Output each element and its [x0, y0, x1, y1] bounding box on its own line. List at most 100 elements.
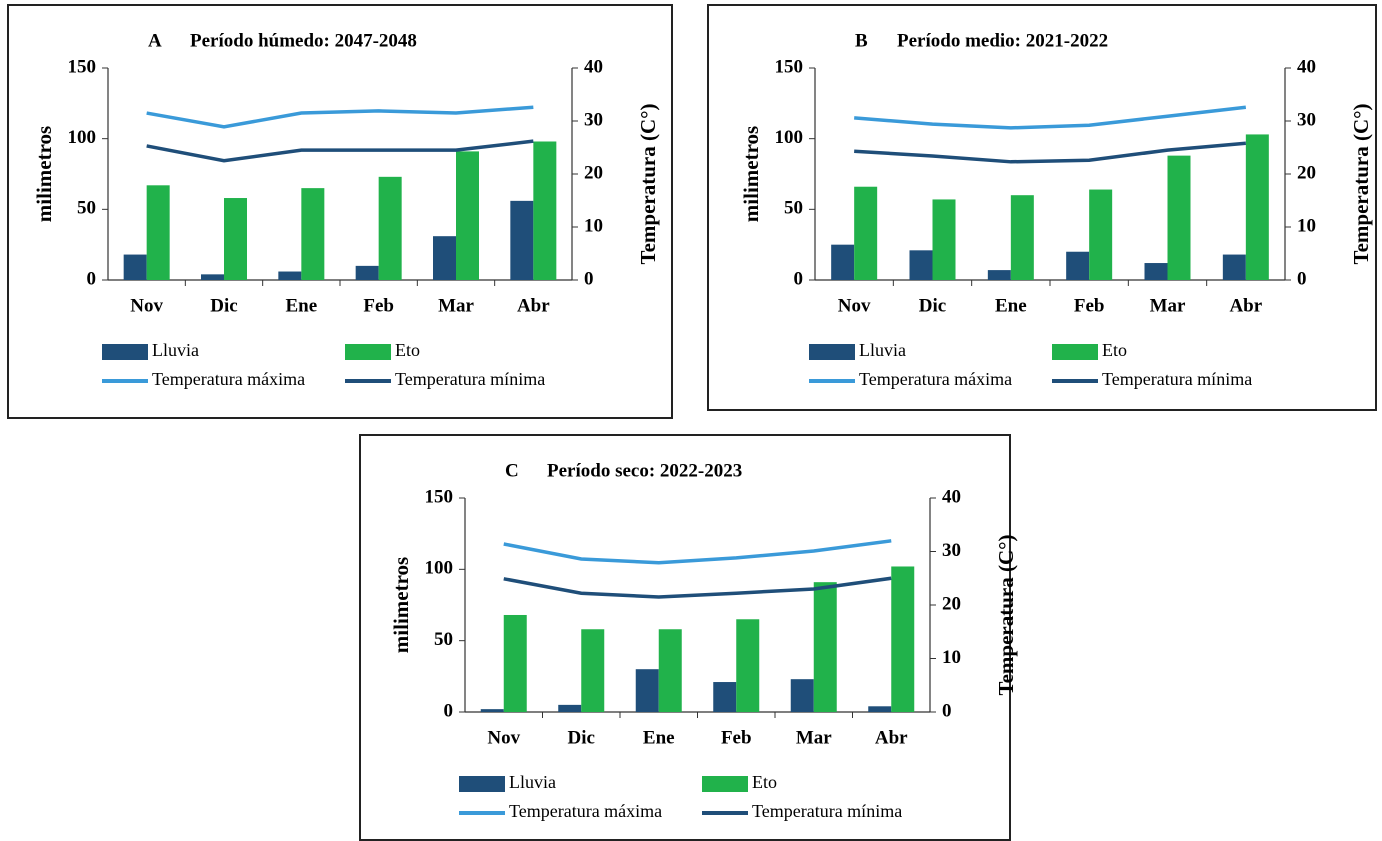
- bar: [1010, 195, 1034, 280]
- line: [503, 576, 892, 599]
- y2-axis-title: Temperatura (C°): [994, 534, 1018, 695]
- x-tick-label: Ene: [285, 295, 317, 316]
- y-tick-label: 100: [775, 127, 804, 148]
- chart-title: Período húmedo: 2047-2048: [190, 30, 417, 51]
- x-tick-label: Mar: [438, 295, 474, 316]
- bar: [301, 188, 325, 280]
- y2-tick-label: 10: [584, 215, 603, 236]
- legend-label: Temperatura máxima: [509, 801, 662, 821]
- line: [503, 539, 892, 565]
- bar: [1089, 189, 1113, 280]
- bar: [987, 270, 1011, 280]
- legend-label: Lluvia: [509, 772, 556, 792]
- chart-title: Período medio: 2021-2022: [897, 30, 1108, 51]
- y2-tick-label: 40: [942, 486, 961, 507]
- panel-label: C: [505, 460, 519, 481]
- y-tick-label: 100: [68, 127, 97, 148]
- panel-frame: [707, 4, 1377, 411]
- y-tick-label: 50: [434, 629, 453, 650]
- y-tick-label: 50: [77, 198, 96, 219]
- y2-tick-label: 0: [942, 700, 952, 721]
- bar: [201, 274, 224, 280]
- x-tick-label: Mar: [1150, 295, 1186, 316]
- chart-panel: A Período húmedo: 2047-2048 milimetros Temp…: [7, 4, 673, 419]
- bar: [533, 141, 557, 280]
- y-axis-title: milimetros: [32, 126, 56, 222]
- bar: [736, 619, 760, 712]
- y2-tick-label: 0: [1297, 268, 1307, 289]
- chart-title: Período seco: 2022-2023: [547, 460, 742, 481]
- x-tick-label: Ene: [995, 295, 1027, 316]
- bar: [868, 706, 892, 712]
- bar: [1245, 134, 1269, 280]
- chart-panel: C Período seco: 2022-2023 milimetros Temper…: [359, 434, 1018, 841]
- y2-tick-label: 10: [1297, 215, 1316, 236]
- bar: [713, 682, 737, 712]
- legend-swatch: [702, 776, 748, 792]
- y2-tick-label: 0: [584, 268, 594, 289]
- legend-label: Lluvia: [152, 340, 199, 360]
- bar: [581, 629, 605, 712]
- y2-axis-title: Temperatura (C°): [1349, 103, 1373, 264]
- legend-label: Eto: [1102, 340, 1127, 360]
- y2-tick-label: 30: [942, 540, 961, 561]
- bar: [635, 669, 659, 712]
- bar: [813, 582, 837, 712]
- bar: [378, 176, 402, 280]
- legend-label: Eto: [395, 340, 420, 360]
- y-tick-label: 150: [68, 56, 97, 77]
- line: [854, 105, 1247, 130]
- y-axis-title: milimetros: [739, 126, 763, 222]
- bar: [1144, 263, 1168, 280]
- panel-label: A: [148, 30, 162, 51]
- y-tick-label: 0: [794, 268, 804, 289]
- x-tick-label: Feb: [721, 727, 752, 748]
- y2-tick-label: 30: [584, 109, 603, 130]
- bar: [790, 679, 814, 712]
- line: [146, 139, 534, 163]
- bar: [932, 199, 956, 280]
- x-tick-label: Mar: [796, 727, 832, 748]
- x-tick-label: Feb: [1074, 295, 1105, 316]
- line: [854, 141, 1246, 164]
- y2-tick-label: 40: [584, 56, 603, 77]
- line: [146, 105, 534, 129]
- legend-label: Eto: [752, 772, 777, 792]
- bar: [480, 709, 504, 712]
- x-tick-label: Nov: [130, 295, 163, 316]
- chart-panel: B Período medio: 2021-2022 milimetros Tempe…: [707, 4, 1377, 411]
- x-tick-label: Abr: [517, 295, 550, 316]
- legend-swatch: [459, 776, 505, 792]
- legend-label: Temperatura máxima: [152, 369, 305, 389]
- legend-swatch: [345, 344, 391, 360]
- bar: [456, 151, 479, 280]
- x-tick-label: Dic: [568, 727, 595, 748]
- y-tick-label: 150: [775, 56, 804, 77]
- y2-axis-title: Temperatura (C°): [636, 103, 660, 264]
- x-tick-label: Dic: [919, 295, 946, 316]
- y2-tick-label: 20: [942, 593, 961, 614]
- y2-tick-label: 20: [584, 162, 603, 183]
- x-tick-label: Dic: [210, 295, 237, 316]
- bar: [558, 704, 582, 712]
- bar: [658, 629, 682, 712]
- bar: [224, 198, 247, 280]
- legend-swatch: [1052, 344, 1098, 360]
- bar: [433, 236, 456, 280]
- y2-tick-label: 30: [1297, 109, 1316, 130]
- bar: [123, 254, 147, 280]
- legend-label: Temperatura mínima: [752, 801, 902, 821]
- panel-label: B: [855, 30, 868, 51]
- bar: [1066, 251, 1090, 280]
- panel-frame: [7, 4, 673, 419]
- legend-label: Lluvia: [859, 340, 906, 360]
- legend-label: Temperatura máxima: [859, 369, 1012, 389]
- y-tick-label: 0: [444, 700, 454, 721]
- y-axis-title: milimetros: [389, 557, 413, 653]
- legend-swatch: [102, 344, 148, 360]
- bar: [503, 614, 527, 712]
- legend-label: Temperatura mínima: [1102, 369, 1252, 389]
- x-tick-label: Abr: [1229, 295, 1262, 316]
- bar: [510, 200, 534, 280]
